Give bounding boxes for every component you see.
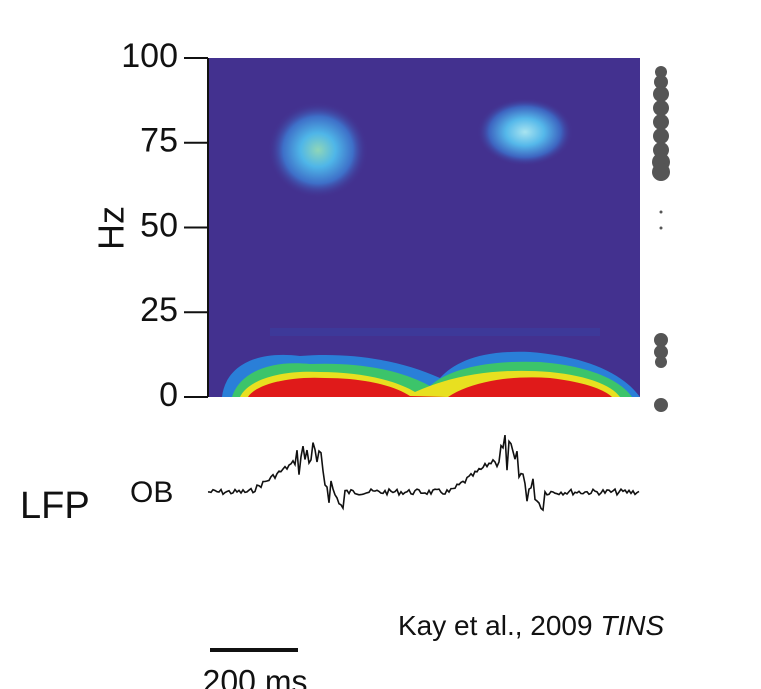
y-axis-label: Hz [91,206,132,250]
citation: Kay et al., 2009 TINS [398,610,664,641]
low-band [248,377,612,397]
gamma-burst [477,98,573,166]
raster-dot [655,66,667,78]
y-tick-label: 100 [121,37,178,75]
raster-dot [654,345,668,359]
spectrogram [208,58,640,397]
lfp-trace [207,434,640,512]
citation-journal: TINS [600,610,664,641]
spike-raster [652,66,670,412]
raster-dot [653,128,669,144]
y-tick-label: 25 [140,291,178,329]
raster-dot [654,398,668,412]
raster-dot [654,333,668,347]
raster-dot [653,100,669,116]
y-tick-label: 75 [140,122,178,160]
trace-label: LFP [20,485,90,527]
trace-sublabel: OB [130,476,173,509]
band [270,328,600,336]
raster-dot [654,75,668,89]
y-tick-label: 0 [159,376,178,414]
raster-dot [652,163,670,181]
citation-authors: Kay et al., 2009 [398,610,593,641]
y-tick-label: 50 [140,206,178,244]
scale-bar-label: 200 ms [203,663,308,689]
raster-dot [659,226,663,230]
raster-dot [655,356,667,368]
raster-dot [653,86,669,102]
raster-dot [653,114,669,130]
gamma-burst [268,102,368,198]
raster-dot [659,210,663,214]
spectrogram-bg [208,58,640,397]
